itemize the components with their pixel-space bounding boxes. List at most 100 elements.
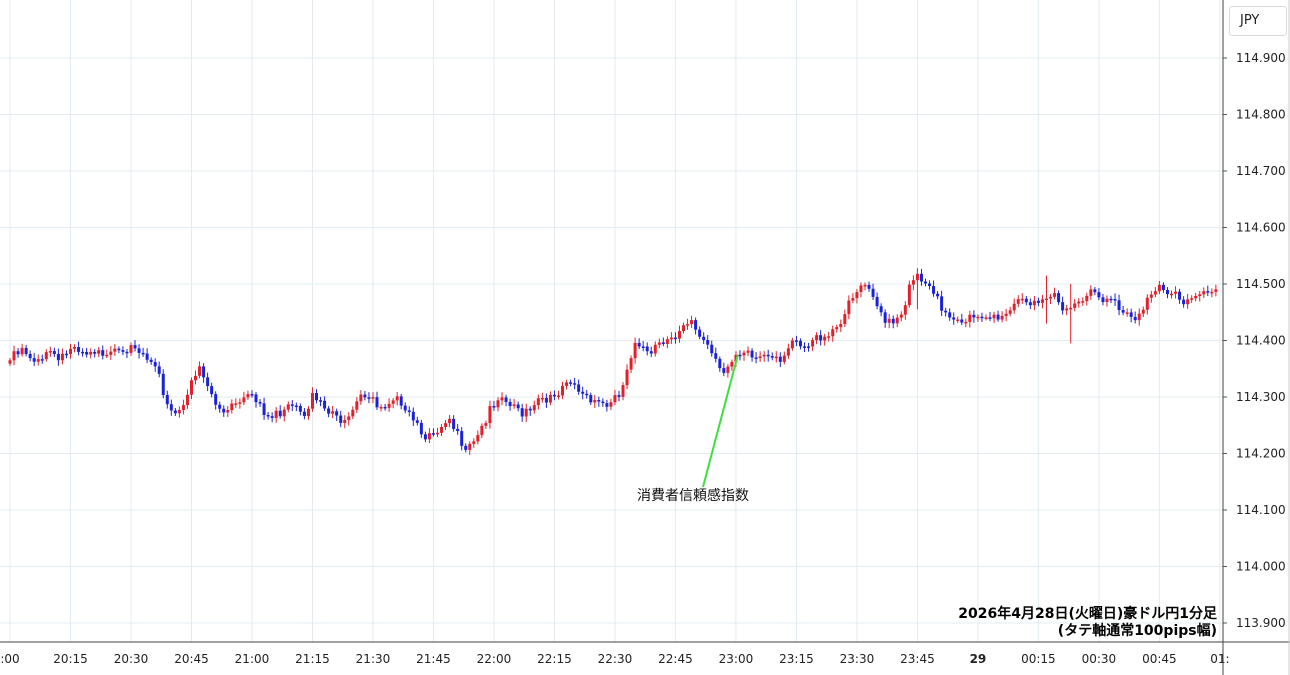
candle-body [673, 337, 677, 340]
candle-body [399, 396, 403, 406]
candle-body [77, 347, 81, 352]
candle-body [8, 360, 12, 364]
candle-body [790, 340, 794, 349]
candle-body [988, 317, 992, 319]
candle-body [819, 335, 823, 341]
currency-label[interactable]: JPY [1229, 6, 1287, 36]
candle-body [431, 433, 435, 435]
candle-body [290, 404, 294, 406]
candle-body [940, 296, 944, 311]
candle-body [12, 351, 16, 361]
candle-body [1145, 297, 1149, 310]
candle-body [1020, 298, 1024, 301]
x-tick-label: 01: [1210, 652, 1229, 666]
candle-body [173, 410, 177, 414]
candle-body [1186, 299, 1190, 305]
candle-body [532, 405, 536, 411]
candle-body [891, 318, 895, 324]
candle-body [315, 392, 319, 401]
candle-body [851, 298, 855, 301]
y-tick-label: 113.900 [1236, 616, 1286, 630]
candle-body [665, 339, 669, 344]
candle-body [24, 348, 28, 354]
candle-body [512, 404, 516, 407]
candle-body [718, 358, 722, 369]
candle-body [1040, 299, 1044, 303]
candle-body [645, 346, 649, 352]
candle-body [770, 356, 774, 358]
candle-body [774, 356, 778, 359]
candle-body [944, 310, 948, 313]
candle-body [807, 346, 811, 348]
candle-body [1178, 291, 1182, 300]
candle-body [996, 314, 1000, 320]
candle-body [161, 373, 165, 395]
candle-body [153, 362, 157, 367]
annotation-label: 消費者信頼感指数 [637, 487, 749, 504]
candle-body [411, 411, 415, 421]
candle-body [573, 383, 577, 385]
candle-body [189, 380, 193, 395]
x-tick-label: 21:00 [235, 652, 270, 666]
grid-lines [0, 0, 1223, 642]
x-tick-label: 00:30 [1082, 652, 1117, 666]
candle-body [601, 401, 605, 404]
candle-body [686, 324, 690, 326]
candle-body [415, 420, 419, 423]
candle-body [722, 368, 726, 373]
x-tick-label: 22:30 [598, 652, 633, 666]
candle-body [492, 406, 496, 408]
candle-body [867, 284, 871, 289]
candle-body [613, 395, 617, 403]
candle-body [198, 366, 202, 376]
candle-body [246, 394, 250, 398]
candle-body [331, 411, 335, 414]
candle-body [1170, 293, 1174, 296]
x-tick-label: 23:30 [840, 652, 875, 666]
candle-body [1190, 298, 1194, 300]
candle-body [282, 409, 286, 417]
candle-body [1008, 310, 1012, 314]
candle-body [1121, 310, 1125, 313]
candle-body [516, 404, 520, 409]
candle-body [335, 411, 339, 416]
candle-body [452, 418, 456, 429]
candle-body [625, 369, 629, 386]
candle-body [690, 320, 694, 325]
candle-body [1149, 294, 1153, 298]
candle-body [169, 404, 173, 411]
candle-body [556, 395, 560, 397]
candle-body [125, 351, 129, 354]
candle-body [28, 353, 32, 359]
candle-body [976, 316, 980, 319]
y-tick-label: 114.600 [1236, 221, 1286, 235]
candle-body [702, 336, 706, 341]
candle-body [89, 351, 93, 355]
chart-caption-line1: 2026年4月28日(火曜日)豪ドル円1分足 [958, 606, 1217, 622]
candle-body [923, 281, 927, 284]
candle-body [468, 443, 472, 450]
candle-body [64, 353, 68, 356]
candle-body [540, 397, 544, 400]
candle-body [706, 340, 710, 345]
candle-body [310, 392, 314, 409]
candle-body [569, 382, 573, 384]
candle-body [395, 396, 399, 401]
candle-body [226, 410, 230, 413]
candle-body [657, 342, 661, 345]
candle-body [778, 356, 782, 362]
candle-body [476, 435, 480, 442]
candle-body [1073, 303, 1077, 308]
candles [8, 268, 1218, 455]
candle-body [262, 403, 266, 415]
x-tick-label: 22:15 [537, 652, 572, 666]
candle-body [1077, 301, 1081, 304]
x-tick-label: :00 [0, 652, 19, 666]
x-tick-label: 20:30 [114, 652, 149, 666]
candle-body [93, 351, 97, 354]
y-tick-label: 114.400 [1236, 334, 1286, 348]
candle-body [875, 296, 879, 307]
candle-body [577, 384, 581, 392]
candle-body [73, 347, 77, 349]
